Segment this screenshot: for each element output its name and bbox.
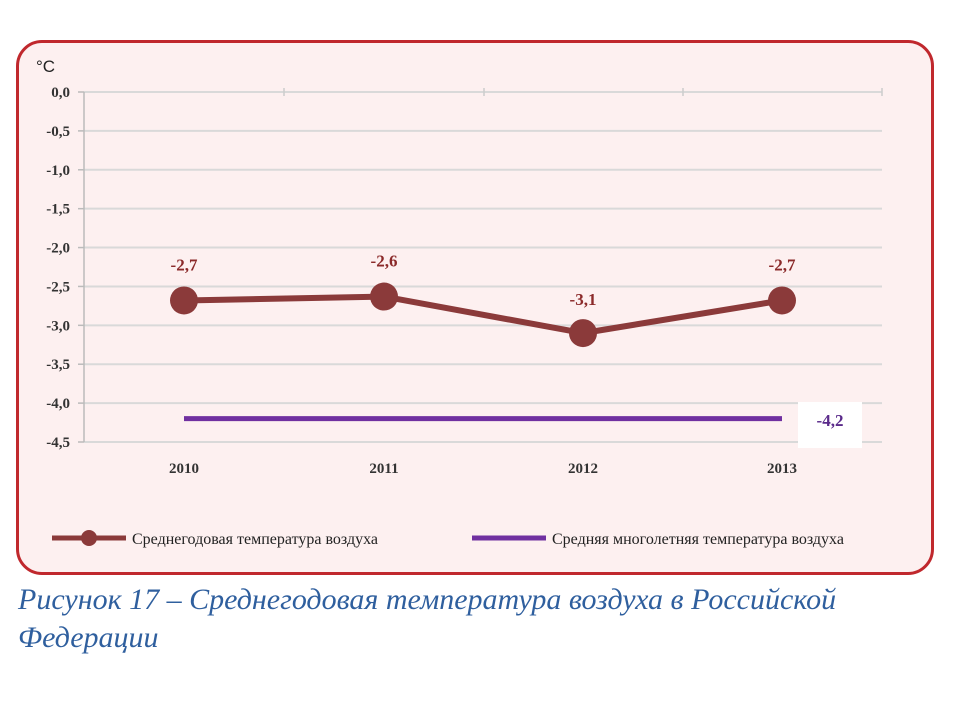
x-tick-label: 2010 <box>169 461 199 477</box>
data-label-annual-mean: -2,7 <box>171 255 198 274</box>
data-point-annual-mean <box>569 319 597 348</box>
y-tick-label: -2,0 <box>46 241 70 257</box>
data-point-annual-mean <box>370 282 398 311</box>
x-tick-label: 2013 <box>767 461 797 477</box>
data-label-long-term-mean: -4,2 <box>817 411 844 430</box>
x-tick-label: 2012 <box>568 461 598 477</box>
data-label-background <box>798 402 862 448</box>
y-tick-label: -1,5 <box>46 202 70 218</box>
data-point-annual-mean <box>768 286 796 315</box>
y-tick-label: -3,0 <box>46 318 70 334</box>
figure-caption-line-1: Рисунок 17 – Среднегодовая температура в… <box>18 583 837 616</box>
y-tick-label: -1,0 <box>46 163 70 179</box>
data-point-annual-mean <box>170 286 198 315</box>
data-label-annual-mean: -2,6 <box>371 252 398 271</box>
y-tick-label: -4,5 <box>46 435 70 451</box>
y-tick-label: -4,0 <box>46 396 70 412</box>
series-line-annual-mean <box>181 293 785 337</box>
y-tick-label: 0,0 <box>51 85 70 101</box>
data-label-annual-mean: -2,7 <box>769 255 796 274</box>
y-axis-unit-label: °C <box>36 57 55 76</box>
legend-label-annual-mean: Среднегодовая температура воздуха <box>132 531 378 548</box>
legend-label-long-term-mean: Средняя многолетняя температура воздуха <box>552 531 844 548</box>
data-label-annual-mean: -3,1 <box>570 290 597 309</box>
y-tick-label: -2,5 <box>46 279 70 295</box>
legend-marker-annual-mean <box>81 530 97 546</box>
y-tick-label: -3,5 <box>46 357 70 373</box>
line-chart: °C 0,0 -0,5 -1,0 -1,5 -2,0 -2,5 -3,0 -3,5 -4,0 -4,… <box>36 57 883 548</box>
figure-caption-line-2: Федерации <box>18 621 159 654</box>
y-tick-label: -0,5 <box>46 124 70 140</box>
x-tick-label: 2011 <box>369 461 398 477</box>
